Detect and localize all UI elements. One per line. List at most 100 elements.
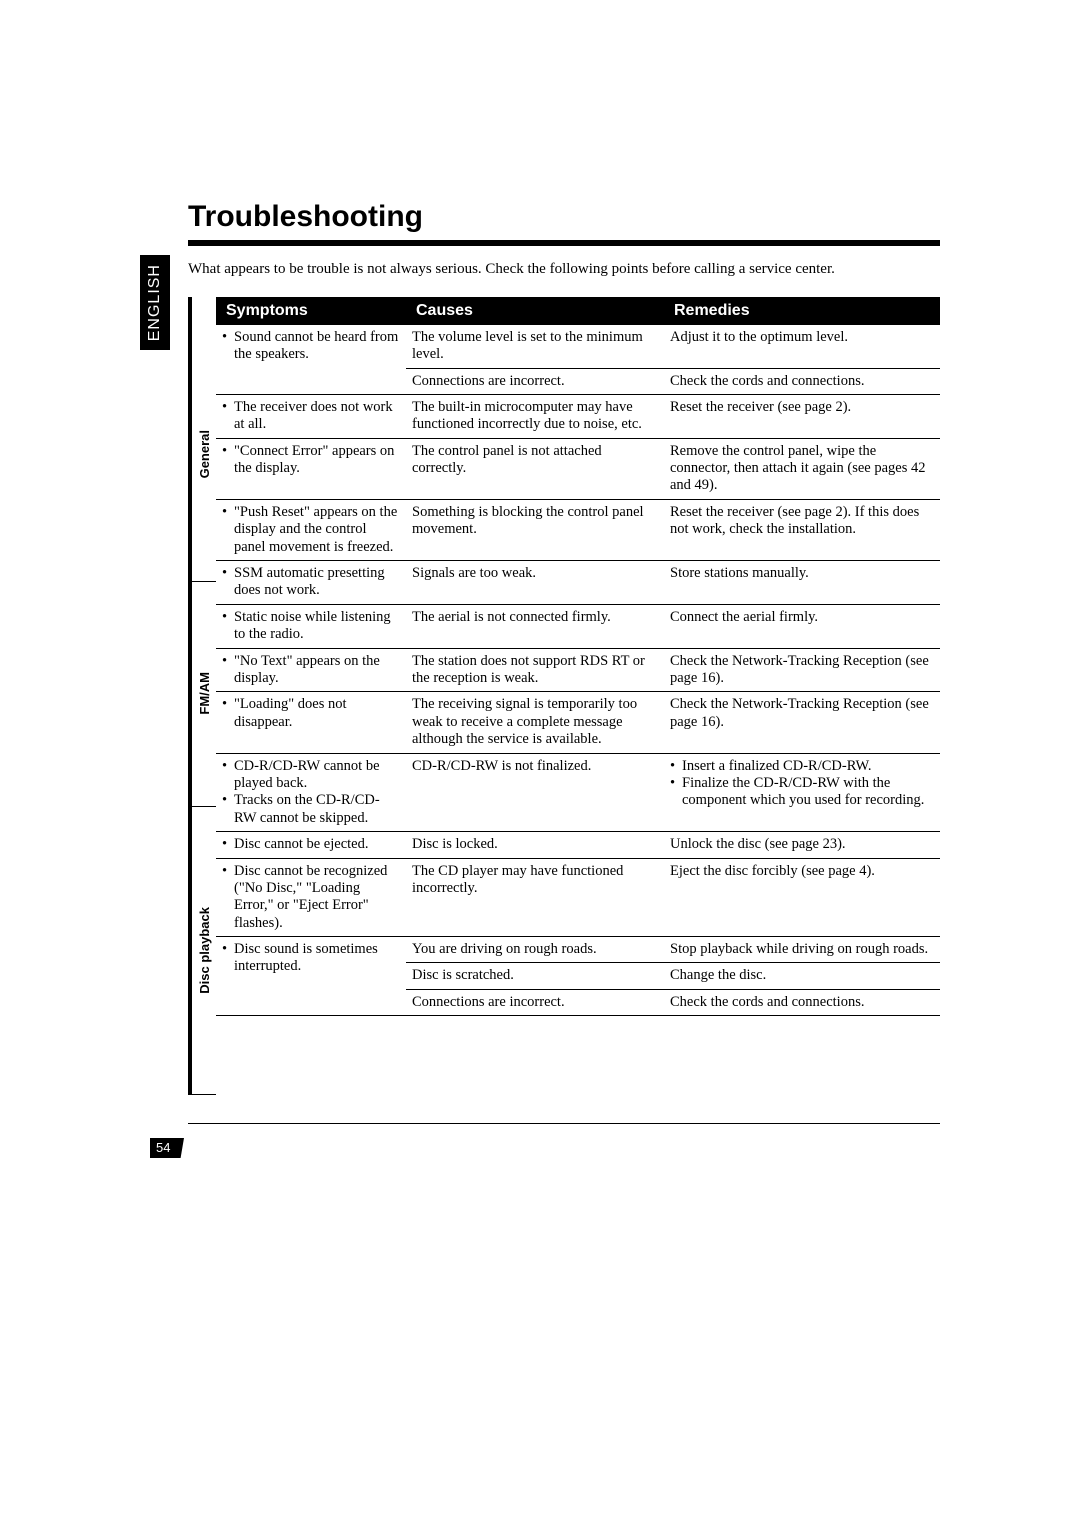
symptom-cell: SSM automatic presetting does not work. [216, 561, 406, 604]
cause-remedy-group: The CD player may have functioned incorr… [406, 859, 940, 937]
symptom-cell: Disc cannot be recognized ("No Disc," "L… [216, 859, 406, 937]
remedy-cell: Check the Network-Tracking Reception (se… [664, 649, 940, 692]
table-row: SSM automatic presetting does not work.S… [216, 561, 940, 605]
symptom-item: The receiver does not work at all. [222, 399, 400, 434]
cause-cell: Signals are too weak. [406, 561, 664, 586]
symptom-cell: Sound cannot be heard from the speakers. [216, 325, 406, 394]
remedy-item: Insert a finalized CD-R/CD-RW. [670, 758, 934, 775]
cause-cell: Something is blocking the control panel … [406, 500, 664, 543]
symptom-item: Static noise while listening to the radi… [222, 609, 400, 644]
cause-cell: Disc is scratched. [406, 963, 664, 988]
symptom-cell: "Push Reset" appears on the display and … [216, 500, 406, 560]
remedy-cell: Check the cords and connections. [664, 990, 940, 1015]
cause-remedy-group: CD-R/CD-RW is not finalized.Insert a fin… [406, 754, 940, 832]
cause-remedy-group: The aerial is not connected firmly.Conne… [406, 605, 940, 648]
cause-remedy-subrow: The CD player may have functioned incorr… [406, 859, 940, 902]
cause-cell: The station does not support RDS RT or t… [406, 649, 664, 692]
cause-remedy-group: Something is blocking the control panel … [406, 500, 940, 560]
cause-remedy-group: The control panel is not attached correc… [406, 439, 940, 499]
cause-remedy-group: Disc is locked.Unlock the disc (see page… [406, 832, 940, 857]
header-causes: Causes [406, 297, 664, 325]
remedy-cell: Check the Network-Tracking Reception (se… [664, 692, 940, 752]
cause-remedy-group: Signals are too weak.Store stations manu… [406, 561, 940, 604]
cause-remedy-subrow: Disc is locked.Unlock the disc (see page… [406, 832, 940, 857]
header-symptoms: Symptoms [216, 297, 406, 325]
remedy-cell: Change the disc. [664, 963, 940, 988]
footer-rule [188, 1123, 940, 1124]
page-content: Troubleshooting What appears to be troub… [140, 200, 940, 1124]
cause-remedy-subrow: The volume level is set to the minimum l… [406, 325, 940, 369]
cause-remedy-group: The station does not support RDS RT or t… [406, 649, 940, 692]
remedy-cell: Reset the receiver (see page 2). If this… [664, 500, 940, 543]
remedy-cell: Connect the aerial firmly. [664, 605, 940, 630]
cause-cell: The volume level is set to the minimum l… [406, 325, 664, 368]
intro-paragraph: What appears to be trouble is not always… [188, 260, 940, 279]
cause-cell: CD-R/CD-RW is not finalized. [406, 754, 664, 814]
table-row: "Connect Error" appears on the display.T… [216, 439, 940, 500]
remedy-item: Finalize the CD-R/CD-RW with the compone… [670, 775, 934, 810]
symptom-item: SSM automatic presetting does not work. [222, 565, 400, 600]
cause-cell: The control panel is not attached correc… [406, 439, 664, 499]
cause-remedy-subrow: CD-R/CD-RW is not finalized.Insert a fin… [406, 754, 940, 814]
symptom-item: "Push Reset" appears on the display and … [222, 504, 400, 556]
data-column: Symptoms Causes Remedies Sound cannot be… [216, 297, 940, 1095]
title-rule [188, 240, 940, 246]
cause-remedy-subrow: Connections are incorrect.Check the cord… [406, 990, 940, 1015]
remedy-cell: Insert a finalized CD-R/CD-RW.Finalize t… [664, 754, 940, 814]
remedy-cell: Adjust it to the optimum level. [664, 325, 940, 368]
cause-cell: Connections are incorrect. [406, 369, 664, 394]
cause-remedy-subrow: The receiving signal is temporarily too … [406, 692, 940, 752]
category-cell: FM/AM [192, 582, 216, 807]
cause-remedy-subrow: The aerial is not connected firmly.Conne… [406, 605, 940, 630]
category-label: General [197, 430, 212, 478]
remedy-cell: Unlock the disc (see page 23). [664, 832, 940, 857]
cause-cell: The receiving signal is temporarily too … [406, 692, 664, 752]
symptom-item: Sound cannot be heard from the speakers. [222, 329, 400, 364]
symptom-item: Tracks on the CD-R/CD-RW cannot be skipp… [222, 792, 400, 827]
cause-cell: The built-in microcomputer may have func… [406, 395, 664, 438]
cause-remedy-group: The volume level is set to the minimum l… [406, 325, 940, 394]
table-row: Disc cannot be ejected. Disc is locked.Un… [216, 832, 940, 858]
symptom-item: Disc cannot be recognized ("No Disc," "L… [222, 863, 400, 933]
cause-remedy-subrow: The station does not support RDS RT or t… [406, 649, 940, 692]
cause-cell: The CD player may have functioned incorr… [406, 859, 664, 902]
table-row: Sound cannot be heard from the speakers.… [216, 325, 940, 395]
category-cell: Disc playback [192, 807, 216, 1095]
category-label: FM/AM [197, 672, 212, 715]
symptom-cell: CD-R/CD-RW cannot be played back.Tracks … [216, 754, 406, 832]
symptom-cell: The receiver does not work at all. [216, 395, 406, 438]
symptom-cell: "Loading" does not disappear. [216, 692, 406, 752]
header-remedies: Remedies [664, 297, 940, 325]
category-cell: General [192, 327, 216, 582]
symptom-cell: "No Text" appears on the display. [216, 649, 406, 692]
table-row: Static noise while listening to the radi… [216, 605, 940, 649]
symptom-cell: "Connect Error" appears on the display. [216, 439, 406, 499]
remedy-cell: Check the cords and connections. [664, 369, 940, 394]
table-row: "Loading" does not disappear.The receivi… [216, 692, 940, 753]
category-header-spacer [192, 297, 216, 327]
symptom-item: "Loading" does not disappear. [222, 696, 400, 731]
cause-remedy-subrow: You are driving on rough roads.Stop play… [406, 937, 940, 963]
cause-remedy-subrow: Signals are too weak.Store stations manu… [406, 561, 940, 586]
troubleshooting-table: General FM/AM Disc playback Symptoms Cause… [188, 297, 940, 1095]
symptom-item: Disc cannot be ejected. [222, 836, 400, 853]
cause-remedy-subrow: Connections are incorrect.Check the cord… [406, 369, 940, 394]
remedy-cell: Reset the receiver (see page 2). [664, 395, 940, 438]
symptom-item: "No Text" appears on the display. [222, 653, 400, 688]
table-row: CD-R/CD-RW cannot be played back.Tracks … [216, 754, 940, 833]
table-row: Disc sound is sometimes interrupted.You … [216, 937, 940, 1016]
page-number-badge: 54 [150, 1138, 184, 1158]
cause-remedy-subrow: The control panel is not attached correc… [406, 439, 940, 499]
page-title: Troubleshooting [188, 200, 940, 234]
cause-remedy-subrow: The built-in microcomputer may have func… [406, 395, 940, 438]
table-header-row: Symptoms Causes Remedies [216, 297, 940, 325]
symptom-item: "Connect Error" appears on the display. [222, 443, 400, 478]
table-row: "Push Reset" appears on the display and … [216, 500, 940, 561]
symptom-cell: Static noise while listening to the radi… [216, 605, 406, 648]
table-row: The receiver does not work at all.The bu… [216, 395, 940, 439]
symptom-cell: Disc cannot be ejected. [216, 832, 406, 857]
symptom-cell: Disc sound is sometimes interrupted. [216, 937, 406, 1015]
remedy-cell: Eject the disc forcibly (see page 4). [664, 859, 940, 902]
cause-remedy-group: The receiving signal is temporarily too … [406, 692, 940, 752]
table-row: Disc cannot be recognized ("No Disc," "L… [216, 859, 940, 938]
